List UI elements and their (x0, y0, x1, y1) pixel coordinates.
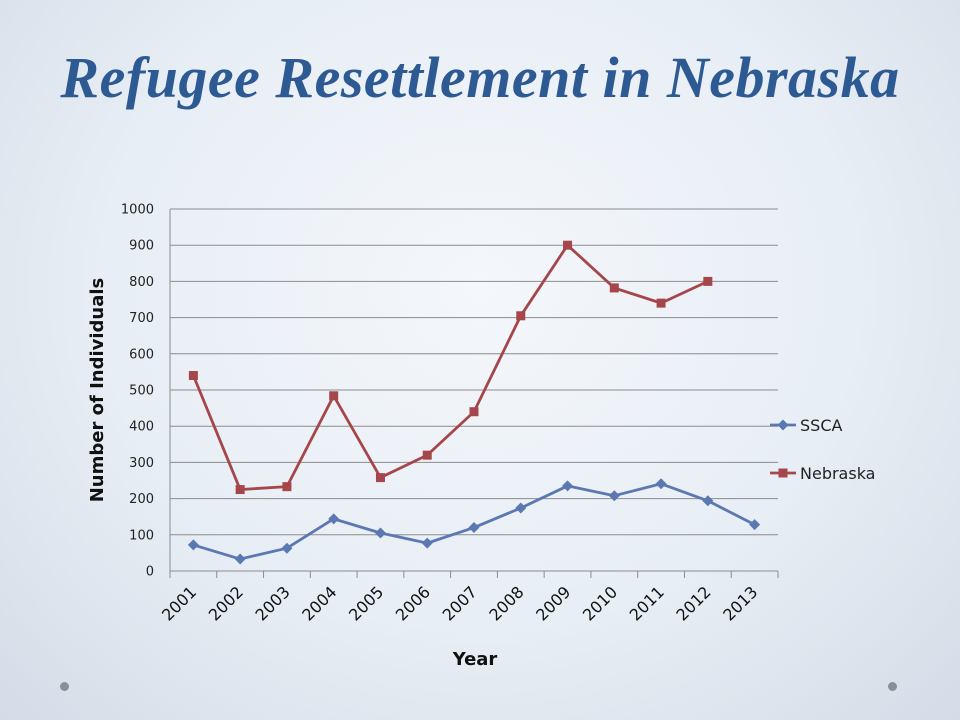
y-tick-label: 700 (129, 311, 154, 326)
x-tick-label: 2006 (392, 582, 434, 624)
y-tick-label: 200 (129, 492, 154, 507)
data-point-ssca (374, 527, 386, 539)
data-point-ssca (281, 542, 293, 554)
data-point-nebraska (422, 450, 432, 460)
data-point-nebraska (188, 371, 198, 381)
data-point-nebraska (375, 473, 385, 483)
data-point-nebraska (563, 240, 573, 250)
y-tick-label: 100 (129, 528, 154, 543)
data-point-ssca (468, 522, 480, 534)
data-point-nebraska (469, 407, 479, 417)
x-tick-label: 2012 (672, 582, 714, 624)
series-group (187, 240, 761, 565)
data-point-nebraska (329, 391, 339, 401)
x-tick-label: 2007 (439, 582, 481, 624)
x-tick-label: 2009 (532, 582, 574, 624)
data-point-nebraska (703, 276, 713, 286)
legend: SSCA Nebraska (770, 416, 875, 483)
series-ssca (187, 478, 761, 565)
y-tick-label: 0 (146, 565, 154, 580)
y-tick-label: 400 (129, 420, 154, 435)
x-tick-label: 2013 (719, 582, 761, 624)
legend-swatch-marker (777, 419, 789, 431)
y-tick-label: 800 (129, 275, 154, 290)
legend-item-ssca: SSCA (770, 416, 842, 435)
x-tick-label: 2008 (485, 582, 527, 624)
x-tick-label: 2003 (252, 582, 294, 624)
data-point-nebraska (282, 482, 292, 492)
data-point-ssca (187, 539, 199, 551)
x-tick-label: 2011 (626, 582, 668, 624)
x-axis (169, 209, 779, 578)
series-line-nebraska (192, 243, 709, 491)
x-tick-labels: 2001 2002 2003 2004 2005 2006 2007 2008 2009 2010… (158, 582, 761, 624)
nav-dot-left[interactable] (60, 682, 69, 691)
legend-label-nebraska: Nebraska (800, 464, 875, 483)
y-tick-label: 900 (129, 239, 154, 254)
y-tick-label: 1000 (121, 203, 154, 218)
data-point-ssca (234, 553, 246, 565)
data-point-nebraska (235, 485, 245, 495)
data-point-ssca (608, 490, 620, 502)
data-point-nebraska (609, 283, 619, 293)
y-axis-title: Number of Individuals (87, 278, 108, 503)
data-point-ssca (749, 519, 761, 531)
data-point-ssca (655, 478, 667, 490)
x-tick-label: 2002 (205, 582, 247, 624)
data-point-ssca (328, 513, 340, 525)
legend-item-nebraska: Nebraska (770, 464, 875, 483)
x-tick-label: 2001 (158, 582, 200, 624)
data-point-ssca (702, 495, 714, 507)
y-tick-label: 500 (129, 384, 154, 399)
data-point-ssca (421, 537, 433, 549)
legend-swatch-marker (778, 468, 788, 478)
grid-lines (170, 208, 778, 572)
y-tick-label: 600 (129, 347, 154, 362)
legend-label-ssca: SSCA (800, 416, 842, 435)
series-line-ssca (192, 482, 756, 561)
y-tick-label: 300 (129, 456, 154, 471)
x-axis-title: Year (452, 649, 498, 670)
x-tick-label: 2004 (298, 582, 340, 624)
slide-title: Refugee Resettlement in Nebraska (60, 45, 900, 110)
data-point-nebraska (656, 298, 666, 308)
x-tick-label: 2005 (345, 582, 387, 624)
data-point-ssca (515, 502, 527, 514)
data-point-nebraska (516, 311, 526, 321)
series-nebraska (188, 240, 713, 495)
nav-dot-right[interactable] (888, 682, 897, 691)
x-tick-label: 2010 (579, 582, 621, 624)
data-point-ssca (562, 480, 574, 492)
y-tick-labels: 0 100 200 300 400 500 600 700 800 900 1000 (121, 203, 154, 580)
